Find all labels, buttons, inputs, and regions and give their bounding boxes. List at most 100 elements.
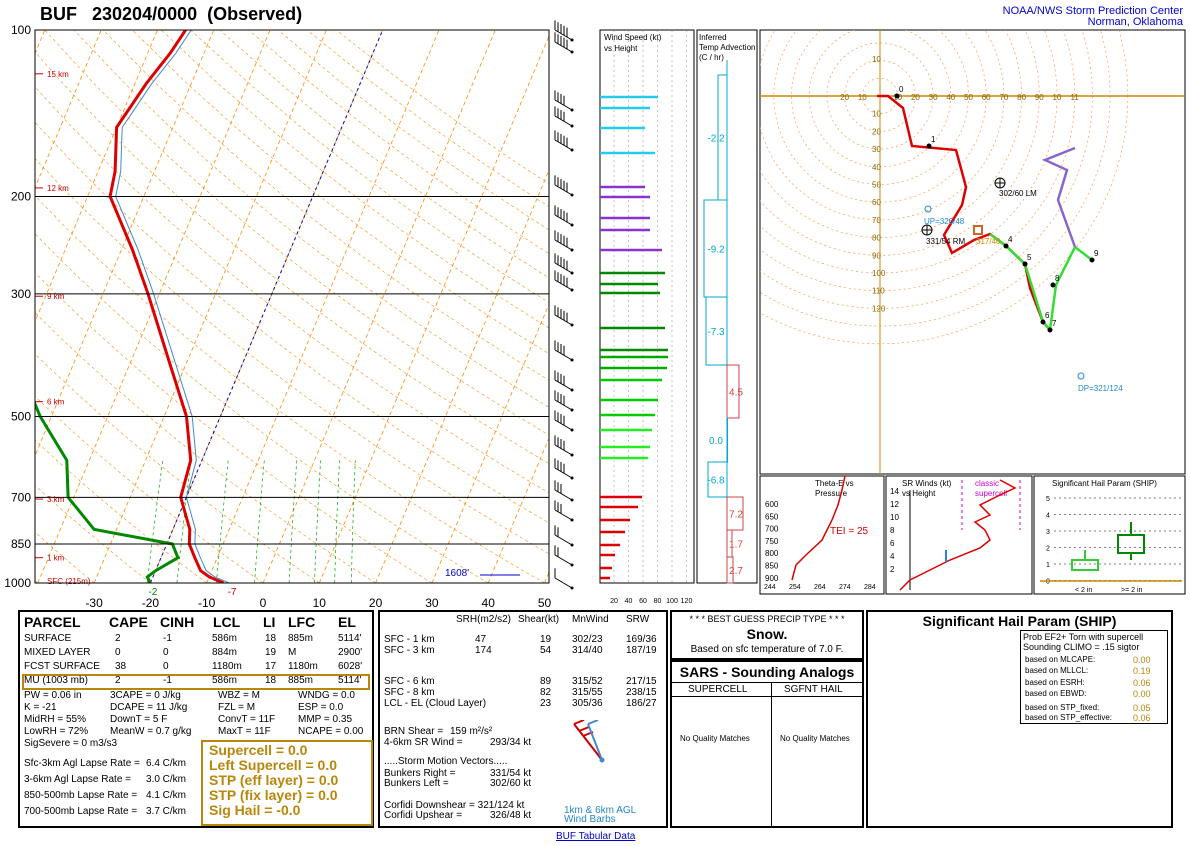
kin-cell: 186/27 — [626, 698, 657, 709]
sars-header-divider — [672, 696, 862, 697]
tadv-label: -6.8 — [707, 476, 725, 487]
stp-legend-box: Prob EF2+ Torn with supercell Sounding C… — [1020, 630, 1168, 724]
kin-cell: LCL - EL (Cloud Layer) — [384, 698, 487, 709]
thetae-border — [759, 475, 885, 595]
cape-header: CAPE — [109, 614, 148, 630]
parcel-param: MMP = 0.35 — [298, 714, 353, 725]
thetae-y-tick: 900 — [765, 574, 779, 583]
isotherm-line — [35, 30, 102, 189]
kin-header: MnWind — [572, 614, 609, 625]
hodo-point — [1047, 327, 1053, 333]
sars-hail-none: No Quality Matches — [780, 734, 850, 743]
parcel-panel: PARCEL CAPE CINH LCL LI LFC EL SURFACE 2 -… — [18, 610, 374, 828]
hodo-x-tick: 50 — [964, 93, 973, 102]
precip-panel: * * * BEST GUESS PRECIP TYPE * * * Snow.… — [670, 610, 864, 660]
parcel-cell: MU (1003 mb) — [24, 675, 88, 686]
corfidi-up-label: Corfidi Upshear = — [384, 810, 463, 821]
tadv-bar — [726, 364, 740, 419]
ship-y-tick: 1 — [1046, 562, 1050, 569]
tadv-bar — [705, 296, 728, 366]
kin-cell: 187/19 — [626, 645, 657, 656]
hodo-y-tick: 10 — [872, 55, 881, 64]
thetae-title: Theta-E vs — [815, 479, 854, 488]
tadv-label: -2.2 — [707, 134, 725, 145]
li-header: LI — [263, 614, 276, 630]
composite-value: Sig Hail = -0.0 — [209, 802, 301, 818]
dry-adiabat — [132, 30, 549, 355]
tadv-label: 1.7 — [729, 540, 743, 551]
composite-value: Left Supercell = 0.0 — [209, 757, 337, 773]
lapse-value: 3.0 C/km — [146, 774, 187, 785]
corfidi-down: Corfidi Downshear = 321/124 kt — [384, 800, 525, 811]
agl-wind-barbs — [573, 720, 605, 763]
corfidi-up-value: 326/48 kt — [490, 810, 532, 821]
pressure-label: 500 — [11, 410, 31, 424]
pressure-label: 1000 — [4, 576, 31, 590]
parcel-param: PW = 0.06 in — [24, 690, 82, 701]
dry-adiabat — [44, 30, 549, 436]
el-header: EL — [338, 614, 356, 630]
parcel-cell: 2900' — [338, 647, 363, 658]
parcel-cell: M — [288, 647, 297, 658]
hodo-up-marker — [924, 205, 932, 213]
tadv-bar — [726, 496, 744, 531]
mu-highlight — [22, 674, 370, 690]
dry-adiabat — [35, 233, 489, 583]
hodo-y-tick: 110 — [872, 287, 885, 296]
hodograph-chart: 2010102030405060708090101110102030405060… — [759, 29, 1186, 475]
ship-y-tick: 5 — [1046, 496, 1050, 503]
height-label: 12 km — [47, 184, 69, 193]
thetae-x-tick: 284 — [864, 584, 876, 591]
hodo-y-tick: 100 — [872, 269, 886, 278]
wind-speed-chart: Wind Speed (kt) vs Height 20 40 60 80 100 120 — [599, 29, 695, 605]
stp-legend-value: 0.19 — [1133, 666, 1151, 676]
srw-y-tick: 8 — [890, 526, 895, 535]
sars-divider — [672, 682, 862, 683]
tadv-label: 2.7 — [729, 566, 743, 577]
hodo-x-tick: 10 — [858, 93, 867, 102]
parcel-cell: 5114' — [338, 675, 362, 686]
precip-value: Snow. — [746, 626, 788, 642]
dry-adiabat — [35, 121, 549, 524]
hodo-point — [1089, 257, 1095, 263]
stp-legend-label: based on MLLCL: — [1025, 666, 1089, 675]
hodo-trace-upper — [1041, 146, 1077, 248]
windspd-title: vs Height — [604, 44, 638, 53]
virtual-temp-profile — [115, 30, 230, 583]
tadv-label: 0.0 — [709, 436, 723, 447]
pressure-label: 850 — [11, 537, 31, 551]
parcel-cell: 19 — [265, 647, 277, 658]
wind-barb-dot — [570, 271, 574, 275]
lapse-label: Sfc-3km Agl Lapse Rate = — [24, 758, 140, 769]
precip-title: * * * BEST GUESS PRECIP TYPE * * * — [689, 614, 845, 624]
hodo-x-tick: 60 — [982, 93, 991, 102]
mixing-ratio-line — [288, 460, 298, 583]
parcel-cell: 0 — [115, 647, 121, 658]
mixing-ratio-line — [176, 460, 192, 583]
kin-cell: 315/55 — [572, 687, 603, 698]
ship-y-tick: 3 — [1046, 529, 1050, 536]
parcel-param: DownT = 5 F — [110, 714, 168, 725]
parcel-cell: 0 — [163, 661, 169, 672]
kin-cell: SFC - 8 km — [384, 687, 435, 698]
height-label: 9 km — [47, 292, 65, 301]
sars-col-divider — [771, 682, 772, 826]
dry-adiabat — [35, 86, 549, 494]
thetae-y-tick: 800 — [765, 549, 779, 558]
lapse-label: 3-6km Agl Lapse Rate = — [24, 774, 132, 785]
kin-cell: 217/15 — [626, 676, 657, 687]
composite-value: STP (fix layer) = 0.0 — [209, 787, 338, 803]
kin-cell: 19 — [540, 634, 552, 645]
hodo-y-tick: 20 — [872, 127, 881, 136]
pressure-label: 100 — [11, 23, 31, 37]
stp-legend-label: based on MLCAPE: — [1025, 655, 1096, 664]
parcel-cell: 5114' — [338, 633, 362, 644]
hodo-x-tick: 11 — [1071, 93, 1080, 102]
organization-label[interactable]: NOAA/NWS Storm Prediction Center Norman, … — [1002, 5, 1183, 28]
tabular-data-link[interactable]: BUF Tabular Data — [556, 831, 636, 842]
kin-cell: 82 — [540, 687, 552, 698]
parcel-cell: 6028' — [338, 661, 363, 672]
